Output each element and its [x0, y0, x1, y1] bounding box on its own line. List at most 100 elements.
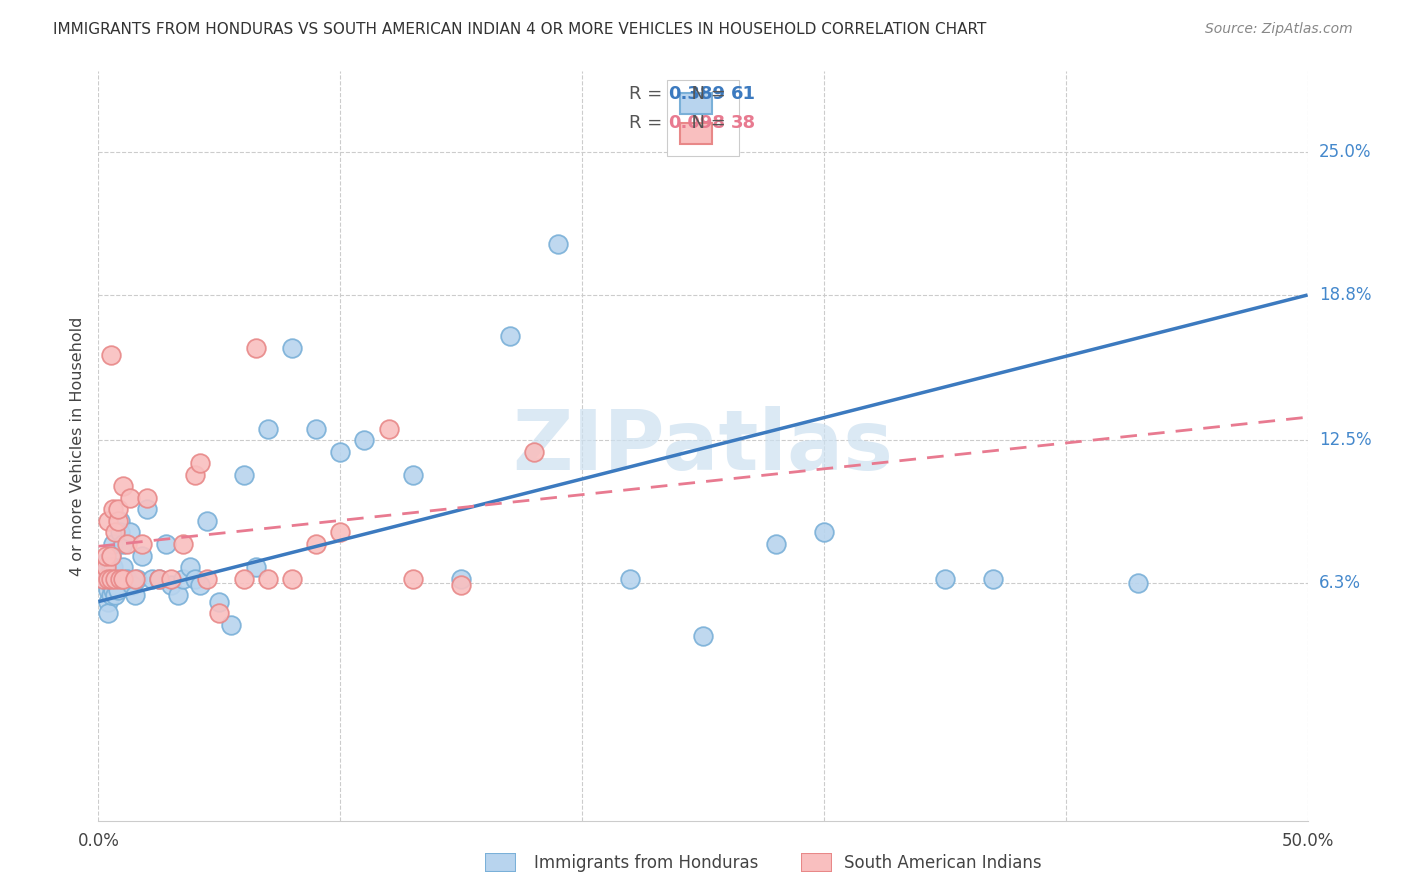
Point — [107, 514, 129, 528]
Point — [91, 572, 114, 586]
Point — [281, 572, 304, 586]
Point — [108, 572, 131, 586]
Point — [104, 572, 127, 586]
Point — [353, 434, 375, 448]
Point — [188, 456, 211, 470]
Point — [547, 237, 569, 252]
Point — [172, 537, 194, 551]
Point — [148, 572, 170, 586]
Point — [160, 578, 183, 592]
Point — [305, 422, 328, 436]
Point — [100, 549, 122, 563]
Point — [101, 502, 124, 516]
Text: Immigrants from Honduras: Immigrants from Honduras — [534, 855, 759, 872]
Point — [107, 572, 129, 586]
Point — [256, 422, 278, 436]
Point — [91, 572, 114, 586]
Point — [329, 525, 352, 540]
Text: R =: R = — [628, 85, 668, 103]
Point — [94, 549, 117, 563]
Point — [97, 572, 120, 586]
Text: IMMIGRANTS FROM HONDURAS VS SOUTH AMERICAN INDIAN 4 OR MORE VEHICLES IN HOUSEHOL: IMMIGRANTS FROM HONDURAS VS SOUTH AMERIC… — [53, 22, 987, 37]
Text: ZIPatlas: ZIPatlas — [513, 406, 893, 486]
Point — [167, 588, 190, 602]
Point — [232, 572, 254, 586]
Point — [245, 341, 267, 355]
Point — [208, 594, 231, 608]
Point — [111, 560, 134, 574]
Point — [523, 444, 546, 458]
Point — [765, 537, 787, 551]
Point — [188, 578, 211, 592]
Point — [100, 348, 122, 362]
Text: R =: R = — [628, 114, 668, 132]
Point — [813, 525, 835, 540]
Point — [121, 578, 143, 592]
Point — [208, 606, 231, 620]
Point — [100, 560, 122, 574]
Point — [107, 583, 129, 598]
Point — [94, 560, 117, 574]
Text: N =: N = — [679, 114, 731, 132]
Point — [305, 537, 328, 551]
Point — [101, 537, 124, 551]
Point — [981, 572, 1004, 586]
Point — [135, 502, 157, 516]
Point — [124, 572, 146, 586]
Point — [131, 549, 153, 563]
Point — [135, 491, 157, 505]
Point — [221, 617, 243, 632]
Point — [450, 578, 472, 592]
Point — [100, 549, 122, 563]
Point — [97, 606, 120, 620]
Point — [131, 537, 153, 551]
Point — [450, 572, 472, 586]
Point — [148, 572, 170, 586]
Point — [402, 467, 425, 482]
Text: N =: N = — [679, 85, 731, 103]
Point — [111, 572, 134, 586]
Text: 61: 61 — [731, 85, 756, 103]
Point — [184, 467, 207, 482]
Point — [94, 560, 117, 574]
Text: 18.8%: 18.8% — [1319, 286, 1371, 304]
Point — [108, 514, 131, 528]
Text: 0.389: 0.389 — [668, 85, 725, 103]
Point — [377, 422, 399, 436]
Point — [101, 583, 124, 598]
Point — [124, 588, 146, 602]
Point — [97, 514, 120, 528]
Point — [127, 572, 149, 586]
Text: South American Indians: South American Indians — [844, 855, 1042, 872]
Point — [104, 525, 127, 540]
Point — [108, 525, 131, 540]
Point — [141, 572, 163, 586]
Point — [160, 572, 183, 586]
Point — [94, 556, 117, 570]
Point — [692, 629, 714, 643]
Point — [195, 514, 218, 528]
Point — [97, 572, 120, 586]
Point — [100, 572, 122, 586]
Point — [101, 560, 124, 574]
Point — [117, 572, 139, 586]
Point — [97, 583, 120, 598]
Point — [245, 560, 267, 574]
Point — [100, 578, 122, 592]
Text: 12.5%: 12.5% — [1319, 431, 1371, 450]
Point — [195, 572, 218, 586]
Text: 25.0%: 25.0% — [1319, 143, 1371, 161]
Point — [402, 572, 425, 586]
Text: 6.3%: 6.3% — [1319, 574, 1361, 592]
Point — [619, 572, 641, 586]
Point — [329, 444, 352, 458]
Point — [179, 560, 201, 574]
Point — [281, 341, 304, 355]
Text: Source: ZipAtlas.com: Source: ZipAtlas.com — [1205, 22, 1353, 37]
Text: 0.098: 0.098 — [668, 114, 725, 132]
Point — [100, 588, 122, 602]
Point — [104, 574, 127, 588]
Point — [107, 502, 129, 516]
Y-axis label: 4 or more Vehicles in Household: 4 or more Vehicles in Household — [69, 317, 84, 575]
Point — [111, 537, 134, 551]
